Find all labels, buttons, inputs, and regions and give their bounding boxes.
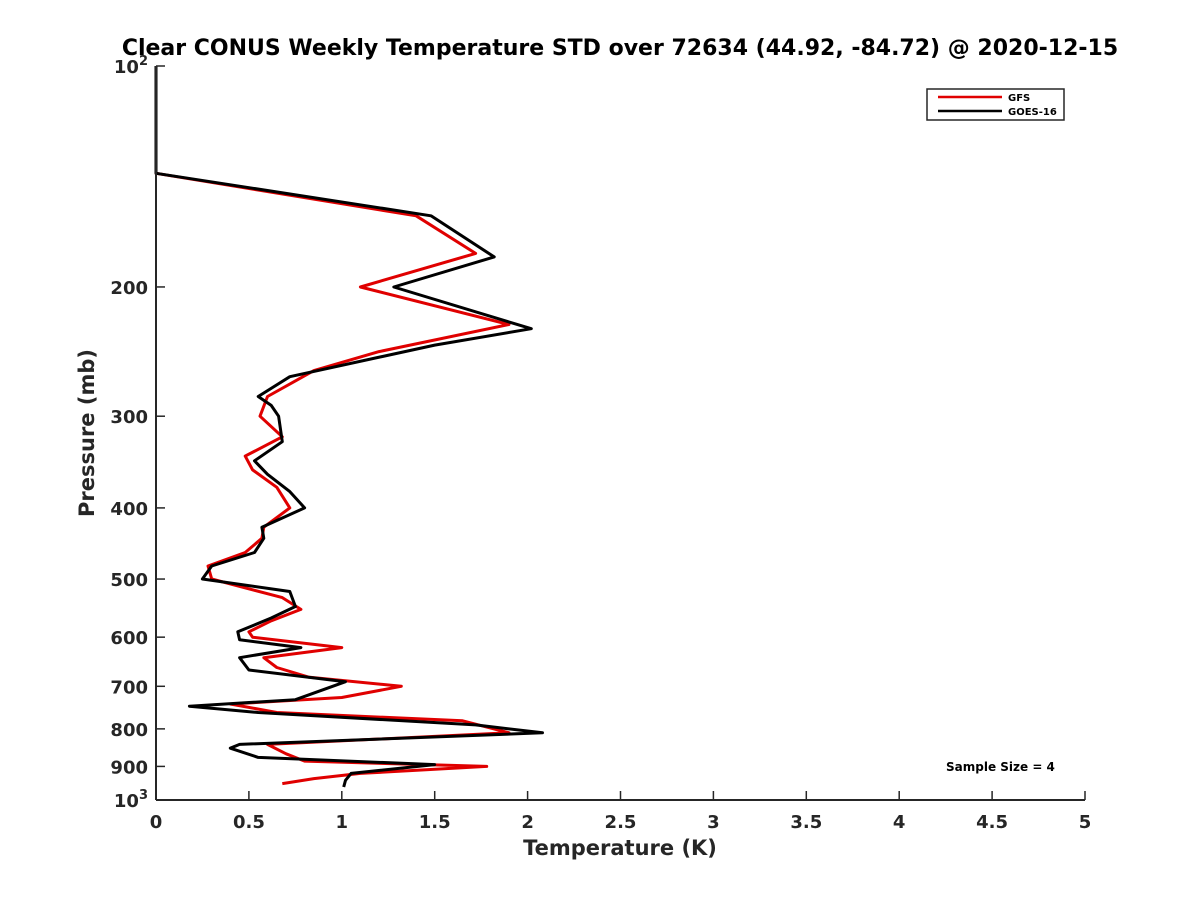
x-tick-label: 2.5 [605,812,637,833]
x-tick-label: 4.5 [976,812,1008,833]
x-tick-label: 5 [1079,812,1092,833]
sample-size-annotation: Sample Size = 4 [946,760,1055,774]
x-tick-label: 2 [521,812,534,833]
y-tick-label: 102 [114,54,148,78]
y-tick-label: 600 [110,628,148,649]
x-tick-label: 0.5 [233,812,265,833]
x-axis-label: Temperature (K) [523,836,717,860]
y-tick-label: 200 [110,278,148,299]
y-tick-label: 400 [110,499,148,520]
legend-label-gfs: GFS [1008,93,1030,104]
y-tick-label: 900 [110,757,148,778]
series-line-0 [154,66,511,786]
x-tick-label: 1 [336,812,349,833]
legend-box [926,88,1065,121]
y-tick-label: 300 [110,407,148,428]
x-tick-label: 3 [707,812,720,833]
y-tick-label: 800 [110,720,148,741]
x-ticks: 0 0.5 1 1.5 2 2.5 3 3.5 4 4.5 5 [150,791,1092,833]
y-tick-label: 103 [114,788,148,812]
x-tick-label: 3.5 [790,812,822,833]
chart-title: Clear CONUS Weekly Temperature STD over … [122,36,1118,61]
series-layer [154,66,544,788]
y-ticks: 102 200 300 400 500 600 700 800 900 103 [110,54,165,812]
legend: GFS GOES-16 [926,88,1065,121]
y-tick-label: 500 [110,570,148,591]
x-tick-label: 1.5 [419,812,451,833]
x-tick-label: 0 [150,812,163,833]
series-line-1 [154,66,544,788]
y-tick-label: 700 [110,677,148,698]
y-axis-label: Pressure (mb) [75,349,99,517]
x-tick-label: 4 [893,812,906,833]
legend-label-goes16: GOES-16 [1008,107,1057,118]
